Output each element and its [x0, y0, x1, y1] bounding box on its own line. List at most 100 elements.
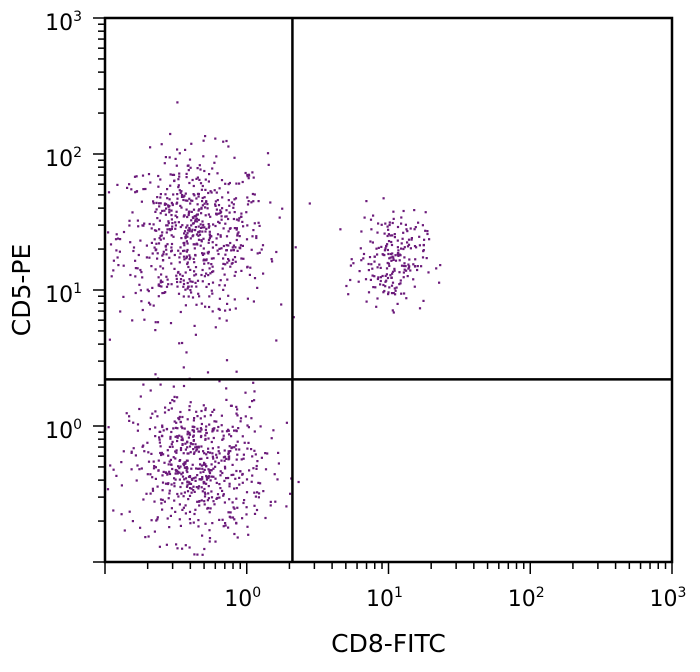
data-point — [162, 250, 165, 253]
data-point — [244, 415, 247, 418]
data-point — [218, 496, 221, 499]
data-point — [218, 380, 221, 383]
data-point — [156, 257, 159, 260]
data-point — [206, 476, 209, 479]
data-point — [180, 438, 183, 441]
data-point — [176, 148, 179, 151]
data-point — [234, 270, 237, 274]
data-point — [187, 498, 190, 501]
data-point — [181, 341, 184, 345]
data-point — [393, 233, 396, 236]
data-point — [178, 467, 181, 470]
data-point — [235, 370, 238, 373]
data-point — [260, 248, 263, 251]
data-point — [201, 196, 204, 200]
data-point — [167, 463, 170, 466]
data-point — [140, 467, 143, 470]
data-point — [211, 246, 214, 249]
data-point — [223, 273, 226, 276]
data-point — [188, 510, 192, 513]
data-point — [199, 168, 202, 171]
data-point — [205, 272, 208, 275]
data-point — [402, 271, 405, 274]
data-point — [204, 408, 207, 412]
data-point — [378, 263, 381, 266]
data-point — [171, 203, 174, 206]
data-point — [178, 261, 181, 264]
data-point — [171, 467, 174, 471]
data-point — [196, 415, 199, 418]
data-point — [169, 184, 172, 187]
data-point — [170, 250, 173, 253]
data-point — [188, 197, 191, 200]
data-point — [204, 188, 207, 191]
data-point — [229, 511, 232, 514]
data-point — [227, 526, 230, 529]
data-point — [405, 297, 408, 300]
data-point — [195, 197, 198, 200]
data-point — [158, 441, 161, 444]
data-point — [382, 253, 385, 256]
data-point — [170, 227, 173, 231]
data-point — [195, 217, 198, 220]
data-point — [179, 485, 182, 489]
data-point — [156, 518, 159, 521]
data-point — [413, 209, 416, 212]
data-point — [205, 474, 208, 478]
data-point — [246, 224, 249, 227]
data-point — [233, 198, 236, 201]
data-point — [227, 244, 230, 247]
data-point — [225, 139, 228, 143]
data-point — [247, 441, 250, 444]
data-point — [186, 224, 189, 227]
data-point — [226, 302, 229, 305]
data-point — [377, 276, 380, 279]
data-point — [215, 208, 218, 211]
data-point — [208, 225, 211, 228]
data-point — [237, 231, 240, 234]
data-point — [193, 247, 196, 250]
data-point — [203, 169, 206, 173]
data-point — [147, 173, 151, 176]
data-point — [169, 458, 172, 461]
data-point — [237, 219, 240, 222]
data-point — [136, 429, 139, 432]
data-point — [223, 459, 226, 462]
data-point — [227, 455, 230, 458]
data-point — [388, 264, 391, 267]
data-point — [372, 214, 375, 217]
data-point — [190, 285, 193, 288]
data-point — [428, 238, 431, 241]
data-point — [179, 524, 182, 527]
data-point — [407, 267, 410, 270]
data-point — [205, 431, 208, 435]
data-point — [391, 270, 395, 273]
data-point — [193, 194, 196, 197]
y-tick-label: 102 — [45, 145, 82, 172]
data-point — [206, 371, 210, 374]
data-point — [414, 258, 417, 261]
data-point — [162, 237, 165, 240]
data-point — [407, 263, 410, 266]
data-point — [272, 429, 275, 432]
data-point — [199, 430, 202, 433]
data-point — [210, 469, 213, 472]
data-point — [163, 411, 167, 414]
data-point — [196, 500, 199, 503]
data-point — [160, 273, 163, 276]
data-point — [245, 506, 248, 509]
data-point — [376, 266, 379, 269]
data-point — [207, 226, 210, 229]
data-point — [187, 210, 191, 214]
data-point — [200, 409, 203, 413]
data-point — [138, 407, 141, 411]
data-point — [166, 517, 169, 520]
data-point — [211, 167, 214, 170]
data-point — [179, 465, 182, 468]
data-point — [119, 238, 122, 241]
data-point — [391, 281, 395, 284]
data-point — [214, 204, 217, 207]
data-point — [213, 408, 216, 411]
data-point — [201, 226, 204, 229]
